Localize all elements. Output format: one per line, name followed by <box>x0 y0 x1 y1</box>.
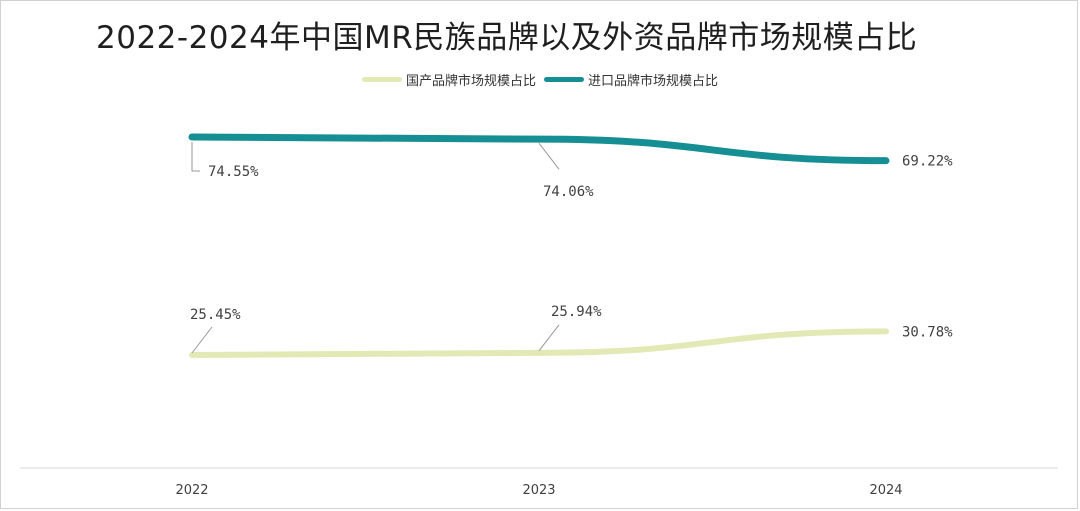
legend-item-import: 进口品牌市场规模占比 <box>544 70 718 89</box>
leader-line <box>538 324 560 352</box>
leader-line <box>191 326 213 354</box>
chart-title: 2022-2024年中国MR民族品牌以及外资品牌市场规模占比 <box>96 20 918 56</box>
series-line-0 <box>189 328 889 358</box>
legend-item-domestic: 国产品牌市场规模占比 <box>361 70 536 89</box>
data-label: 74.55% <box>208 164 259 180</box>
leader-line <box>191 142 200 172</box>
data-label: 30.78% <box>902 324 953 340</box>
legend: 国产品牌市场规模占比 进口品牌市场规模占比 <box>0 70 1080 89</box>
legend-label-import: 进口品牌市场规模占比 <box>588 74 719 89</box>
data-label: 25.45% <box>190 307 241 323</box>
data-label: 25.94% <box>551 304 602 320</box>
x-tick-label: 2022 <box>175 483 208 498</box>
legend-label-domestic: 国产品牌市场规模占比 <box>405 74 536 89</box>
x-tick-label: 2024 <box>869 483 902 498</box>
data-label: 69.22% <box>902 154 953 170</box>
leader-line <box>538 142 560 170</box>
data-label: 74.06% <box>543 184 594 200</box>
legend-swatch-import <box>544 77 584 82</box>
legend-swatch-domestic <box>361 77 402 82</box>
series-line-1 <box>188 133 890 165</box>
x-tick-label: 2023 <box>522 483 555 498</box>
